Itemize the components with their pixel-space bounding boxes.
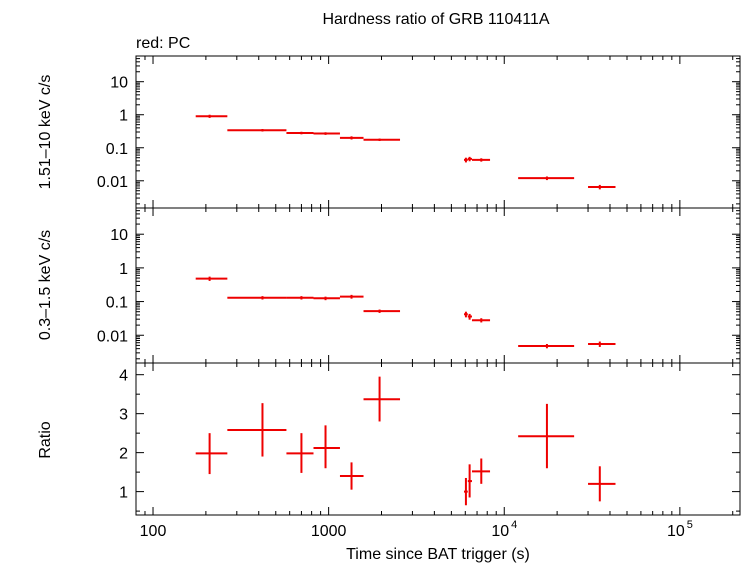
panel-middle-frame: [135, 207, 741, 364]
x-tick-label: 10: [667, 523, 685, 540]
chart-title: Hardness ratio of GRB 110411A: [322, 11, 549, 28]
data-point: [363, 376, 401, 422]
data-point: [195, 433, 228, 475]
data-point: [286, 296, 314, 300]
x-tick-label: 100: [140, 523, 167, 540]
panel-middle-points: [195, 276, 616, 349]
data-point: [471, 158, 491, 162]
data-point: [518, 343, 575, 349]
panel-middle: 0.01 0.1 1 10 0.3–1.5 keV c/s: [37, 207, 741, 364]
panel-bottom-ylabel: Ratio: [37, 421, 54, 458]
y-tick-label: 4: [119, 368, 128, 385]
y-tick-label: 10: [110, 75, 128, 92]
data-point: [588, 184, 616, 190]
data-point: [471, 458, 491, 484]
data-point: [313, 296, 340, 301]
data-point: [467, 464, 472, 498]
y-tick-label: 0.01: [97, 174, 128, 191]
legend-label: red: PC: [136, 35, 190, 52]
x-tick-exponent: 4: [511, 519, 517, 531]
y-tick-label: 0.01: [97, 328, 128, 345]
data-point: [471, 318, 491, 323]
panel-top-points: [195, 114, 616, 190]
y-tick-label: 0.1: [106, 141, 128, 158]
y-tick-label: 2: [119, 446, 128, 463]
y-tick-label: 3: [119, 407, 128, 424]
data-point: [286, 433, 314, 473]
data-point: [339, 462, 364, 490]
data-point: [588, 341, 616, 347]
y-tick-label: 1: [119, 261, 128, 278]
x-tick-labels: 100 1000 10 4 10 5: [140, 519, 693, 540]
x-tick-exponent: 5: [687, 519, 693, 531]
y-tick-label: 1: [119, 485, 128, 502]
panel-bottom-ticks: [135, 363, 740, 515]
data-point: [339, 136, 364, 140]
data-point: [464, 477, 468, 506]
data-point: [195, 114, 228, 118]
panel-top-ylabel: 1.51–10 keV c/s: [37, 75, 54, 190]
panel-top-labels: 0.01 0.1 1 10: [97, 75, 128, 191]
y-tick-label: 10: [110, 227, 128, 244]
data-point: [467, 156, 472, 162]
data-point: [286, 131, 314, 135]
panel-middle-ticks: [135, 207, 740, 363]
data-point: [227, 296, 287, 300]
data-point: [464, 157, 468, 163]
data-point: [588, 466, 616, 502]
data-point: [467, 313, 472, 320]
data-point: [313, 425, 340, 469]
panel-middle-labels: 0.01 0.1 1 10: [97, 227, 128, 345]
panel-bottom-frame: [135, 362, 741, 516]
y-tick-label: 0.1: [106, 295, 128, 312]
panel-top: 0.01 0.1 1 10 1.51–10 keV c/s: [37, 55, 741, 209]
x-axis-label: Time since BAT trigger (s): [346, 546, 530, 563]
panel-top-frame: [135, 55, 741, 209]
x-tick-label: 10: [491, 523, 509, 540]
y-tick-label: 1: [119, 108, 128, 125]
data-point: [363, 138, 401, 142]
data-point: [518, 403, 575, 469]
panel-bottom-labels: 1 2 3 4: [119, 368, 128, 502]
panel-bottom-points: [195, 376, 616, 506]
panel-top-ticks: [135, 55, 740, 208]
data-point: [195, 276, 228, 281]
panel-bottom: 1 2 3 4 Ratio: [37, 362, 741, 516]
data-point: [227, 128, 287, 132]
data-point: [227, 403, 287, 457]
data-point: [313, 132, 340, 135]
data-point: [518, 176, 575, 181]
data-point: [363, 309, 401, 313]
data-point: [339, 294, 364, 299]
x-tick-label: 1000: [311, 523, 347, 540]
panel-middle-ylabel: 0.3–1.5 keV c/s: [37, 230, 54, 340]
data-point: [464, 311, 468, 318]
